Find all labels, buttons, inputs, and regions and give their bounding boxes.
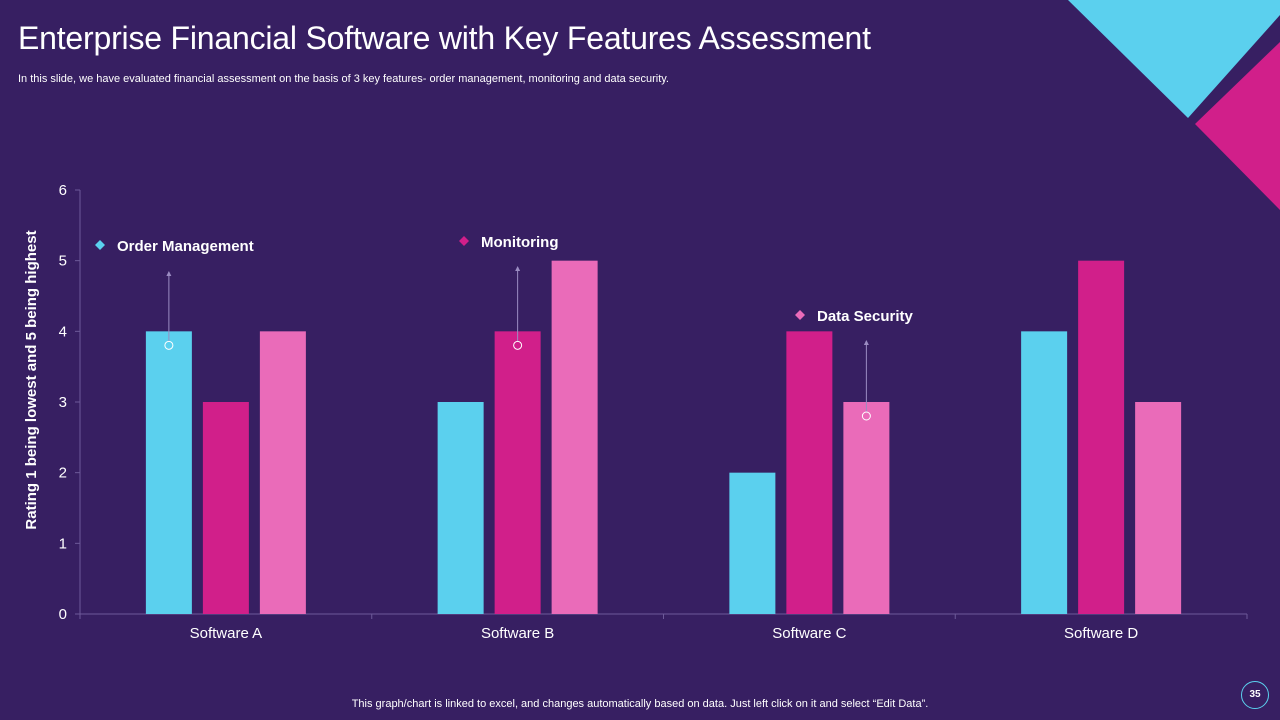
legend-callouts: Order Management Monitoring Data Security [95,234,914,421]
y-tick-label: 4 [59,323,67,340]
legend-diamond-icon [795,310,805,320]
y-tick-label: 1 [59,535,67,552]
y-tick-label: 0 [59,606,67,623]
y-axis-label: Rating 1 being lowest and 5 being highes… [23,230,40,529]
x-tick-label: Software D [1064,625,1138,642]
y-tick-label: 5 [59,253,67,270]
bar [1021,331,1068,614]
slide-title: Enterprise Financial Software with Key F… [18,20,871,56]
legend-diamond-icon [459,236,469,246]
legend-label: Data Security [817,308,914,325]
legend-diamond-icon [95,240,105,250]
callout-arrowhead [863,340,869,345]
bar [786,331,833,614]
x-tick-label: Software B [481,625,554,642]
bar [145,331,192,614]
bars [145,260,1182,614]
bar [202,402,249,614]
bar [1135,402,1182,614]
legend-label: Monitoring [481,234,558,251]
callout-arrowhead [166,271,172,276]
bar [551,260,598,614]
y-axis: 0 1 2 3 4 5 6 [59,182,81,623]
callout-marker-circle [861,411,871,421]
callout-marker-circle [164,340,174,350]
bar [437,402,484,614]
page-number: 35 [1241,681,1269,709]
legend-label: Order Management [117,238,254,255]
bar [729,472,776,614]
x-axis: Software A Software B Software C Software D [79,613,1248,642]
callout-arrowhead [515,266,521,271]
corner-cyan-triangle [1068,0,1280,118]
callout-marker-circle [513,340,523,350]
bar [1078,260,1125,614]
y-tick-label: 3 [59,394,67,411]
y-tick-label: 2 [59,465,67,482]
x-tick-label: Software C [772,625,846,642]
bar [843,402,890,614]
y-tick-label: 6 [59,182,67,199]
corner-magenta-triangle [1195,42,1280,210]
bar [494,331,541,614]
footer-note: This graph/chart is linked to excel, and… [351,698,929,710]
bar [259,331,306,614]
slide-subtitle: In this slide, we have evaluated financi… [18,73,669,85]
x-tick-label: Software A [190,625,263,642]
